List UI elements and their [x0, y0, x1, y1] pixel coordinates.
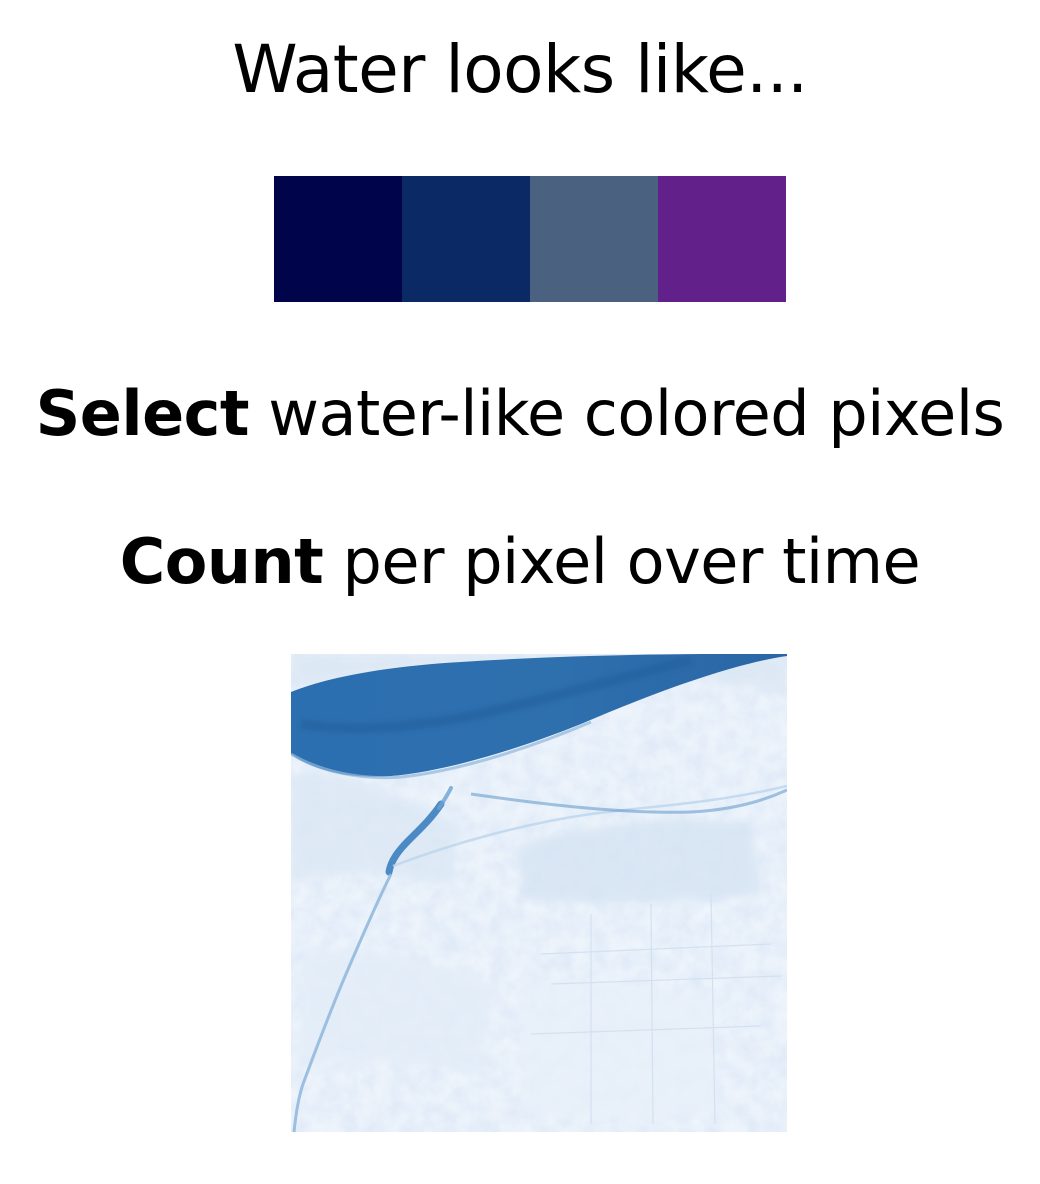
- step-select-text: Select water-like colored pixels: [0, 372, 1040, 456]
- step-count-description: per pixel over time: [323, 525, 920, 598]
- swatch-slate-blue: [530, 176, 658, 302]
- water-color-swatches: [274, 176, 786, 302]
- step-select-description: water-like colored pixels: [249, 377, 1004, 450]
- swatch-dark-navy: [274, 176, 402, 302]
- step-count-text: Count per pixel over time: [0, 520, 1040, 604]
- swatch-purple: [658, 176, 786, 302]
- page-title: Water looks like...: [0, 28, 1040, 112]
- step-count-keyword: Count: [120, 525, 324, 598]
- step-select-keyword: Select: [36, 377, 249, 450]
- swatch-navy-blue: [402, 176, 530, 302]
- water-count-map: [291, 654, 787, 1132]
